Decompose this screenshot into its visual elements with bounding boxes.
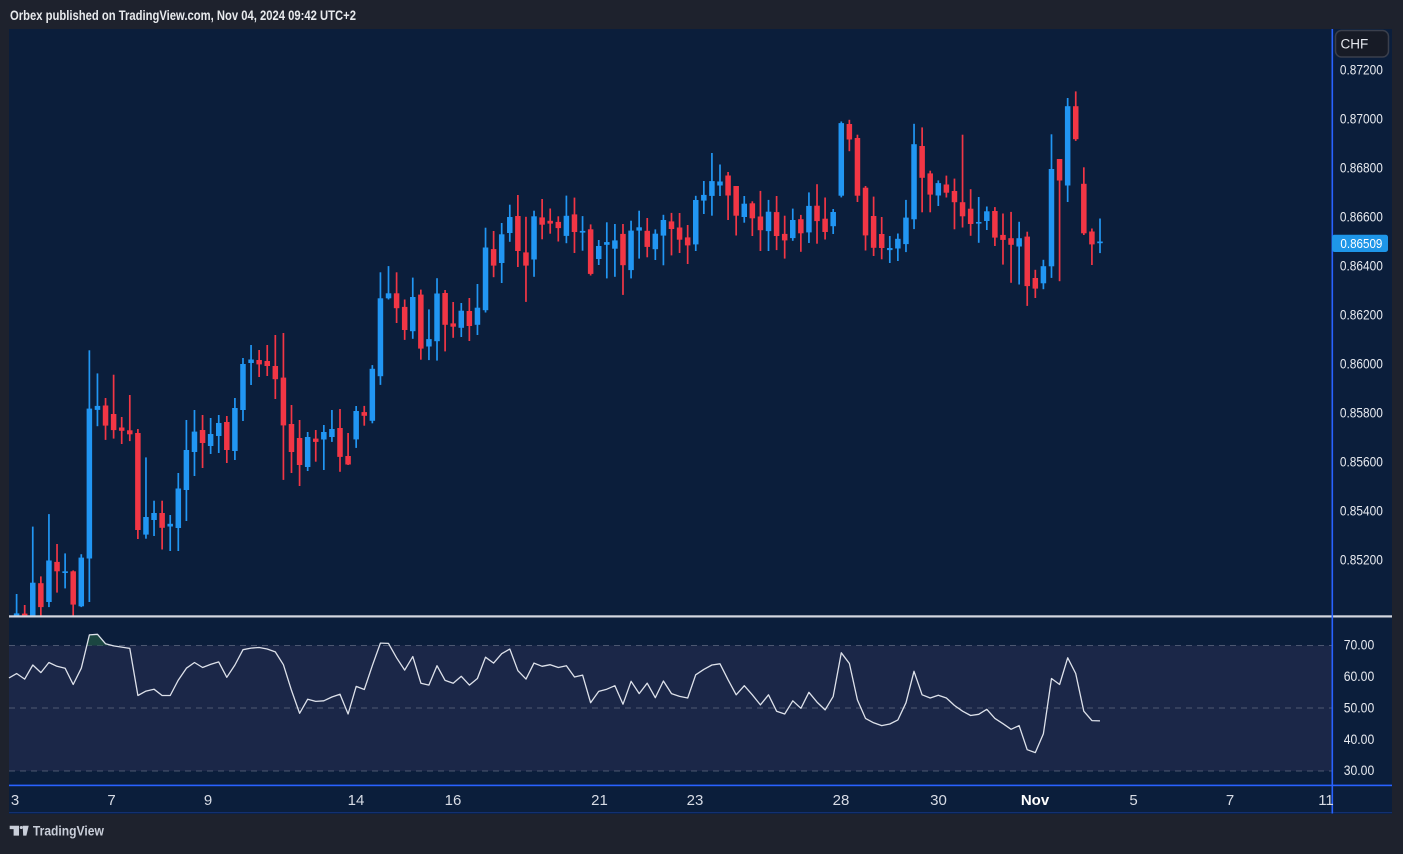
svg-text:TradingView: TradingView bbox=[33, 823, 104, 839]
svg-text:70.00: 70.00 bbox=[1344, 638, 1375, 653]
svg-text:0.86200: 0.86200 bbox=[1340, 308, 1383, 323]
svg-text:0.85800: 0.85800 bbox=[1340, 406, 1383, 421]
svg-text:40.00: 40.00 bbox=[1344, 732, 1375, 747]
svg-text:16: 16 bbox=[445, 792, 462, 809]
svg-text:5: 5 bbox=[1129, 792, 1137, 809]
svg-text:Orbex published on TradingView: Orbex published on TradingView.com, Nov … bbox=[10, 8, 356, 23]
svg-text:14: 14 bbox=[348, 792, 365, 809]
svg-text:Nov: Nov bbox=[1021, 792, 1050, 809]
svg-text:30.00: 30.00 bbox=[1344, 763, 1375, 778]
svg-text:0.85600: 0.85600 bbox=[1340, 455, 1383, 470]
svg-text:7: 7 bbox=[1226, 792, 1234, 809]
svg-text:28: 28 bbox=[833, 792, 850, 809]
svg-text:3: 3 bbox=[11, 792, 19, 809]
svg-text:50.00: 50.00 bbox=[1344, 700, 1375, 715]
svg-text:21: 21 bbox=[591, 792, 608, 809]
svg-text:0.85200: 0.85200 bbox=[1340, 553, 1383, 568]
svg-text:0.86800: 0.86800 bbox=[1340, 161, 1383, 176]
svg-text:0.87000: 0.87000 bbox=[1340, 112, 1383, 127]
svg-text:60.00: 60.00 bbox=[1344, 669, 1375, 684]
svg-text:11: 11 bbox=[1318, 792, 1334, 809]
svg-text:0.86600: 0.86600 bbox=[1340, 210, 1383, 225]
svg-text:30: 30 bbox=[930, 792, 947, 809]
svg-text:23: 23 bbox=[687, 792, 704, 809]
svg-text:7: 7 bbox=[107, 792, 115, 809]
svg-text:0.86400: 0.86400 bbox=[1340, 259, 1383, 274]
svg-text:CHF: CHF bbox=[1341, 36, 1369, 51]
svg-text:0.86509: 0.86509 bbox=[1340, 236, 1382, 251]
svg-text:0.85400: 0.85400 bbox=[1340, 504, 1383, 519]
svg-text:0.86000: 0.86000 bbox=[1340, 357, 1383, 372]
svg-text:0.87200: 0.87200 bbox=[1340, 63, 1383, 78]
svg-text:9: 9 bbox=[204, 792, 212, 809]
